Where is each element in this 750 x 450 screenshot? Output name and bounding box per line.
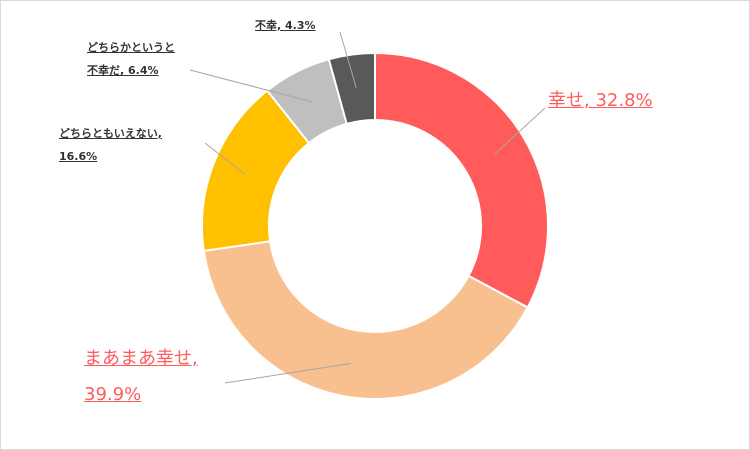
- leader-line-shiawase: [494, 107, 546, 155]
- label-fukou-dochira-line1: どちらかというと: [87, 41, 175, 54]
- label-maamaa-line2: 39.9%: [84, 383, 142, 405]
- leader-line-fukou: [339, 31, 357, 88]
- slice-fukou: [327, 51, 376, 126]
- label-maamaa: まあまあ幸せ, 39.9%: [84, 348, 198, 405]
- leader-line-maamaa: [224, 362, 352, 384]
- leader-line-dochira: [204, 142, 246, 176]
- leader-line-fukou-dochira: [189, 69, 312, 103]
- label-fukou-dochira: どちらかというと 不幸だ, 6.4%: [87, 41, 175, 77]
- label-dochira-line1: どちらともいえない,: [59, 127, 162, 140]
- label-maamaa-line1: まあまあ幸せ,: [84, 348, 198, 369]
- label-shiawase: 幸せ, 32.8%: [548, 90, 653, 112]
- label-fukou-text: 不幸, 4.3%: [255, 19, 316, 32]
- label-dochira-line2: 16.6%: [59, 150, 98, 164]
- label-shiawase-text: 幸せ, 32.8%: [548, 90, 653, 111]
- label-fukou: 不幸, 4.3%: [255, 19, 316, 32]
- slice-maamaa: [202, 240, 529, 400]
- label-fukou-dochira-line2: 不幸だ, 6.4%: [87, 64, 159, 78]
- label-dochira: どちらともいえない, 16.6%: [59, 127, 162, 163]
- slice-shiawase: [374, 51, 549, 309]
